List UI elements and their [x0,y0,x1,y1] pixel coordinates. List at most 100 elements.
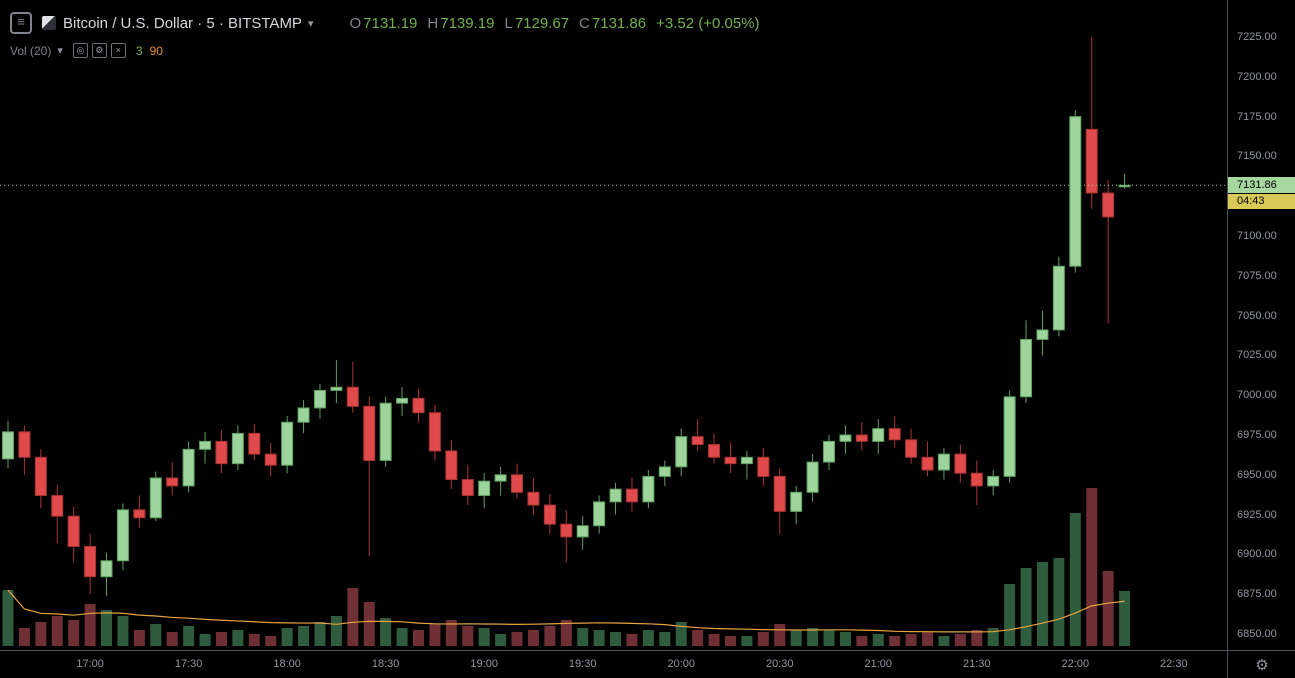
candle-body [790,491,803,512]
axis-settings-corner[interactable]: ⚙ [1227,650,1295,678]
volume-bar [84,604,96,646]
candle-body [806,461,819,493]
candle-body [18,431,31,458]
time-axis-label: 20:30 [765,658,794,670]
volume-bar [396,628,408,646]
candle-body [905,439,918,458]
indicator-settings-icon[interactable]: ⚙ [91,43,107,58]
volume-bar [741,636,753,646]
volume-bar [774,624,786,646]
candle-body [461,479,474,496]
volume-bar [708,634,720,646]
candle-body [428,412,441,452]
volume-bar [281,628,293,646]
price-axis-label: 7175.00 [1237,110,1277,123]
time-axis-label: 19:30 [568,658,597,670]
time-axis[interactable]: 17:00 17:30 18:00 18:30 19:00 19:30 20:00 20:30… [0,650,1227,678]
indicator-chevron-icon[interactable]: ▾ [57,45,63,57]
candle-body [724,456,737,465]
candle-body [445,450,458,481]
price-axis-label: 7050.00 [1237,309,1277,322]
countdown-badge: 04:43 [1228,193,1295,209]
volume-bar [478,628,490,646]
volume-bar [511,632,523,646]
volume-bar [298,626,310,646]
candle-body [346,386,359,407]
price-axis-label: 7075.00 [1237,269,1277,282]
time-axis-label: 21:00 [864,658,893,670]
volume-bar [35,622,47,646]
candle-body [576,525,589,538]
volume-bar [215,632,227,646]
volume-bar [560,620,572,646]
volume-bar [68,620,80,646]
candle-body [51,494,64,517]
indicator-close-icon[interactable]: × [110,43,126,58]
visibility-toggle-icon[interactable]: ◎ [72,43,88,58]
volume-bar [724,636,736,646]
close-label: C [579,14,590,32]
candle-body [215,440,228,465]
volume-bar [347,588,359,646]
candle-body [412,397,425,414]
candle-body [1003,396,1016,477]
candle-body [166,477,179,487]
price-axis-label: 7000.00 [1237,389,1277,402]
price-axis-label: 7100.00 [1237,230,1277,242]
candle-body [609,488,622,503]
volume-bar [166,632,178,646]
candle-body [773,475,786,512]
candle-body [527,491,540,506]
candle-body [872,428,885,442]
candle-body [1020,338,1033,398]
high-label: H [427,14,439,32]
volume-bar [413,630,424,646]
volume-bar [265,636,277,646]
time-axis-label: 20:00 [667,658,695,670]
price-axis[interactable]: 7225.00 7200.00 7175.00 7150.00 7100.00 7075.… [1227,0,1295,650]
candle-body [543,504,556,525]
menu-icon[interactable]: ≡ [10,12,32,34]
volume-bar [922,632,934,646]
volume-bar [150,624,162,646]
candle-body [708,444,721,458]
candle-body [839,434,852,442]
candle-body [1036,329,1049,340]
candle-body [675,436,688,468]
indicator-label: Vol (20) [10,43,52,58]
candle-body [970,472,983,487]
candle-body [691,436,704,446]
volume-bar [232,630,244,646]
volume-bar [889,636,901,646]
price-axis-label: 6850.00 [1237,628,1277,640]
volume-bar [905,634,917,646]
candle-body [494,474,507,482]
open-label: O [349,14,362,32]
candle-body [231,432,244,465]
high-value: 7139.19 [440,14,495,32]
low-label: L [504,14,513,32]
time-axis-label: 18:30 [371,658,400,670]
price-axis-label: 6950.00 [1237,468,1277,481]
volume-bar [1086,488,1098,646]
symbol-row: ≡ Bitcoin / U.S. Dollar · 5 · BITSTAMP ▾… [10,12,760,34]
volume-bar [495,634,507,646]
volume-bar [248,634,260,646]
volume-bar [659,632,671,646]
volume-bar [117,616,129,646]
candle-body [34,456,47,496]
candle-body [379,402,392,461]
settings-gear-icon[interactable]: ⚙ [1255,657,1269,674]
candle-body [921,456,934,471]
price-axis-label: 6925.00 [1237,508,1277,521]
candle-body [740,456,753,465]
symbol-title[interactable]: Bitcoin / U.S. Dollar · 5 · BITSTAMP [63,14,302,32]
volume-bar [971,630,983,646]
volume-bar [18,628,30,646]
symbol-dropdown-chevron-icon[interactable]: ▾ [307,17,314,30]
chart-canvas[interactable] [0,0,1227,650]
candle-body [560,523,573,538]
volume-bar [462,626,474,646]
chart-legend: ≡ Bitcoin / U.S. Dollar · 5 · BITSTAMP ▾… [10,12,760,58]
